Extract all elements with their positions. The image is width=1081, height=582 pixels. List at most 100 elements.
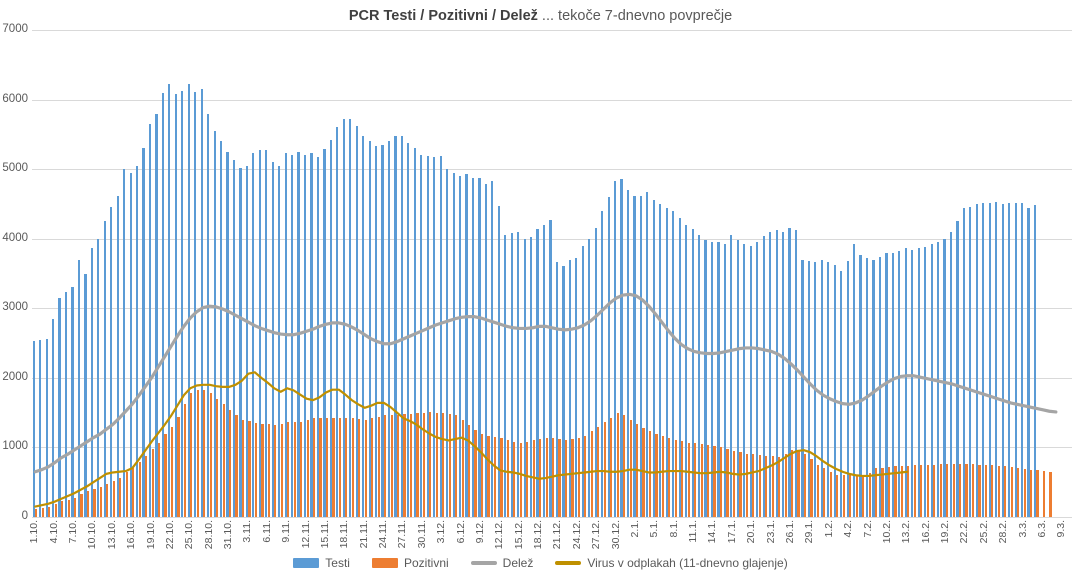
bar-testi (510, 233, 513, 517)
bar-testi (349, 119, 352, 517)
gridline (32, 308, 1072, 310)
bar-pozitivni (810, 459, 813, 517)
bar-pozitivni (422, 412, 425, 517)
bar-pozitivni (687, 442, 690, 517)
bar-pozitivni (351, 418, 354, 517)
bar-pozitivni (48, 506, 51, 517)
bar-pozitivni (390, 414, 393, 517)
bar-pozitivni (648, 431, 652, 517)
bar-pozitivni (900, 465, 903, 517)
bar-testi (846, 260, 849, 517)
bar-testi (904, 248, 907, 517)
bar-testi (368, 141, 371, 517)
bar-pozitivni (448, 414, 451, 517)
bar-pozitivni (849, 475, 852, 517)
x-axis-tick-label: 3.12. (435, 520, 448, 544)
x-axis-tick-label: 22.10. (163, 520, 176, 550)
bar-testi (756, 241, 759, 517)
gridline (32, 238, 1072, 240)
bar-testi (710, 241, 714, 517)
x-axis-tick-label: 24.12. (570, 520, 583, 550)
bar-testi (1027, 208, 1030, 517)
bar-pozitivni (86, 491, 90, 517)
bar-testi (433, 156, 436, 517)
bar-testi (697, 234, 701, 517)
bar-pozitivni (183, 404, 186, 517)
bar-testi (174, 94, 177, 517)
bar-pozitivni (842, 475, 845, 517)
x-axis-tick-label: 17.1. (725, 520, 738, 544)
bar-pozitivni (984, 464, 987, 517)
bar-testi (439, 155, 442, 517)
bar-pozitivni (887, 466, 891, 517)
bar-pozitivni (99, 487, 103, 517)
legend-item[interactable]: Delež (470, 556, 533, 570)
bar-testi (1008, 202, 1011, 517)
bar-testi (975, 203, 978, 517)
y-axis-tick-label: 3000 (2, 301, 28, 314)
bar-testi (303, 155, 307, 517)
bar-testi (504, 234, 507, 517)
bar-testi (316, 157, 320, 517)
x-axis-tick-label: 15.12. (512, 520, 525, 550)
legend-item[interactable]: Virus v odplakah (11-dnevno glajenje) (555, 556, 788, 570)
bar-testi (181, 90, 184, 517)
bar-testi (956, 221, 959, 517)
bar-pozitivni (325, 417, 329, 517)
legend-item[interactable]: Testi (293, 556, 350, 570)
x-axis-tick-label: 5.1. (648, 520, 661, 538)
bar-testi (123, 169, 126, 517)
bar-pozitivni (429, 411, 432, 517)
bar-pozitivni (306, 419, 309, 517)
bar-pozitivni (952, 464, 955, 517)
bar-testi (594, 228, 597, 517)
bar-pozitivni (396, 414, 400, 517)
bar-testi (911, 249, 914, 517)
x-axis-tick-label: 1.2. (822, 520, 835, 538)
x-axis-tick-label: 4.10. (47, 520, 60, 544)
bar-pozitivni (461, 419, 464, 517)
bar-testi (665, 208, 668, 517)
bar-testi (575, 258, 578, 517)
bar-testi (536, 228, 539, 517)
bar-testi (219, 141, 223, 517)
x-axis-tick-label: 3.11. (241, 520, 254, 543)
x-axis-tick-label: 12.11. (299, 520, 312, 549)
bar-pozitivni (1049, 471, 1052, 517)
bar-testi (891, 252, 894, 517)
bar-pozitivni (345, 418, 348, 517)
bar-pozitivni (280, 423, 283, 517)
bar-testi (678, 217, 681, 517)
x-axis-tick-label: 3.3. (1016, 520, 1029, 538)
bar-pozitivni (668, 438, 671, 517)
bar-pozitivni (468, 425, 471, 517)
bar-pozitivni (190, 393, 193, 517)
bar-pozitivni (493, 437, 497, 517)
bar-testi (239, 167, 242, 517)
chart-title-subtitle: ... tekoče 7-dnevno povprečje (537, 8, 733, 24)
bar-testi (840, 271, 843, 517)
bar-pozitivni (300, 421, 303, 517)
bar-testi (265, 150, 268, 517)
bar-pozitivni (868, 473, 871, 517)
bar-pozitivni (1017, 468, 1020, 517)
legend-item[interactable]: Pozitivni (371, 556, 449, 570)
bar-pozitivni (35, 508, 38, 517)
x-axis-tick-label: 18.12. (532, 520, 545, 550)
line-delez (33, 292, 1058, 474)
bar-pozitivni (403, 414, 406, 517)
x-axis-tick-label: 19.2. (939, 520, 952, 544)
bar-testi (555, 262, 559, 517)
bar-testi (1033, 205, 1037, 517)
bar-pozitivni (700, 443, 703, 517)
gridline (32, 169, 1072, 171)
bar-pozitivni (907, 465, 910, 517)
bar-pozitivni (674, 439, 677, 517)
x-axis-tick-label: 14.1. (706, 520, 719, 544)
bar-pozitivni (106, 484, 109, 517)
bar-pozitivni (216, 398, 219, 517)
bar-testi (762, 235, 765, 517)
bar-pozitivni (112, 480, 115, 517)
bar-pozitivni (771, 456, 774, 517)
x-axis-tick-label: 6.3. (1035, 520, 1048, 538)
